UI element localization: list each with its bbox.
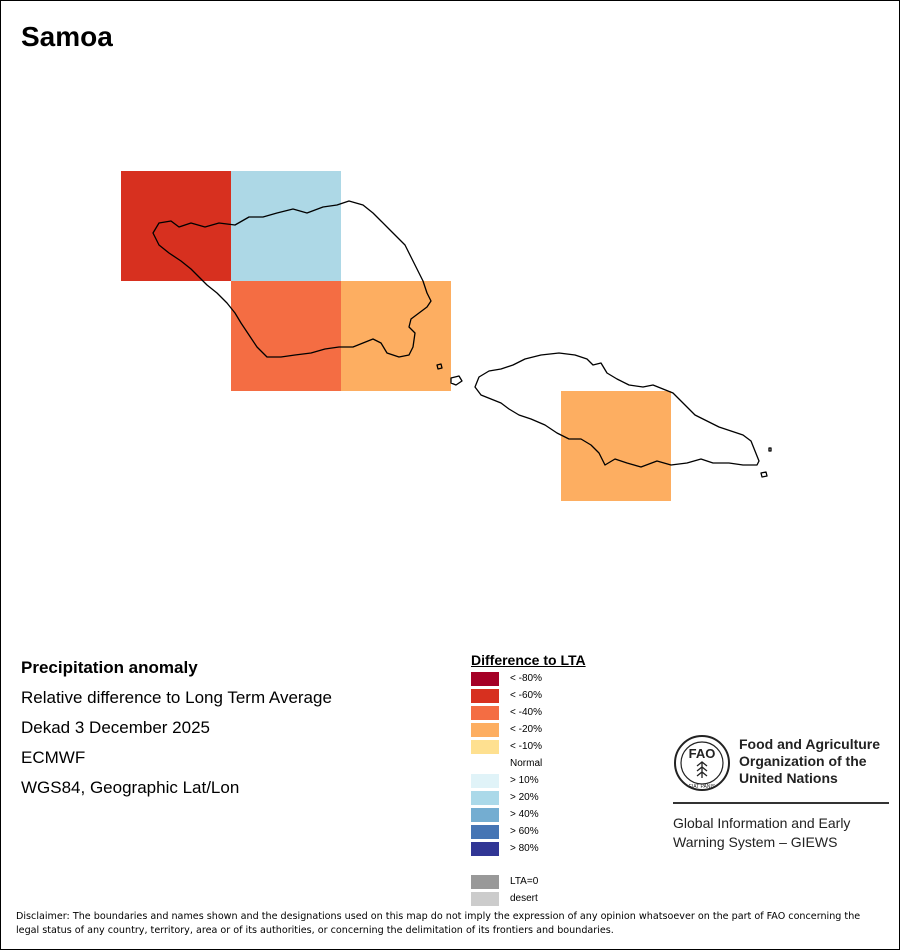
legend-label: < -20% <box>510 724 542 735</box>
anomaly-grid <box>121 171 671 501</box>
grid-cell <box>231 171 341 281</box>
map-canvas <box>121 171 772 501</box>
legend-label: < -80% <box>510 673 542 684</box>
legend-swatch <box>471 774 499 788</box>
nuutele-islet-outline <box>760 471 768 478</box>
legend-label: LTA=0 <box>510 876 539 887</box>
product-name: Precipitation anomaly <box>21 658 198 677</box>
fao-motto: FIAT PANIS <box>689 784 716 790</box>
legend-label: > 20% <box>510 792 539 803</box>
nuulua-islet-outline <box>768 447 772 452</box>
fao-emblem-text: FAO <box>689 746 716 761</box>
legend-swatch <box>471 825 499 839</box>
fao-divider <box>673 802 889 804</box>
map-title: Samoa <box>21 21 113 52</box>
manono-islet-outline <box>436 363 443 370</box>
legend-label: > 10% <box>510 775 539 786</box>
projection: WGS84, Geographic Lat/Lon <box>21 778 240 797</box>
disclaimer: Disclaimer: The boundaries and names sho… <box>16 911 861 936</box>
legend-label: < -40% <box>510 707 542 718</box>
grid-cell <box>341 281 451 391</box>
fao-org-name: Food and Agriculture Organization of the… <box>739 736 881 786</box>
savaii-island-outline <box>152 200 432 358</box>
map-info: Precipitation anomaly Relative differenc… <box>21 657 332 807</box>
grid-cell <box>231 281 341 391</box>
legend-swatch <box>471 723 499 737</box>
legend-label: > 80% <box>510 843 539 854</box>
legend-label: > 40% <box>510 809 539 820</box>
legend-swatch <box>471 706 499 720</box>
grid-cell <box>121 171 231 281</box>
legend-swatch <box>471 791 499 805</box>
legend-label: desert <box>510 893 538 904</box>
upolu-island-outline <box>474 352 760 468</box>
legend: Difference to LTA < -80% < -60% < -40% < -2… <box>471 652 586 906</box>
fao-emblem-icon: FAO FIAT PANIS <box>674 735 730 791</box>
giews-system-name: Global Information and Early Warning Sys… <box>673 815 851 850</box>
legend-swatch <box>471 842 499 856</box>
data-source: ECMWF <box>21 748 86 767</box>
legend-swatch <box>471 808 499 822</box>
measure-description: Relative difference to Long Term Average <box>21 688 332 707</box>
time-period: Dekad 3 December 2025 <box>21 718 211 737</box>
grid-cell <box>561 391 671 501</box>
legend-label: > 60% <box>510 826 539 837</box>
legend-swatch <box>471 892 499 906</box>
legend-label: < -10% <box>510 741 542 752</box>
legend-swatch <box>471 875 499 889</box>
legend-swatch <box>471 672 499 686</box>
legend-swatch <box>471 689 499 703</box>
legend-title: Difference to LTA <box>471 652 586 668</box>
legend-swatch <box>471 740 499 754</box>
apolima-islet-outline <box>450 375 463 386</box>
legend-label: < -60% <box>510 690 542 701</box>
legend-label: Normal <box>510 758 543 769</box>
